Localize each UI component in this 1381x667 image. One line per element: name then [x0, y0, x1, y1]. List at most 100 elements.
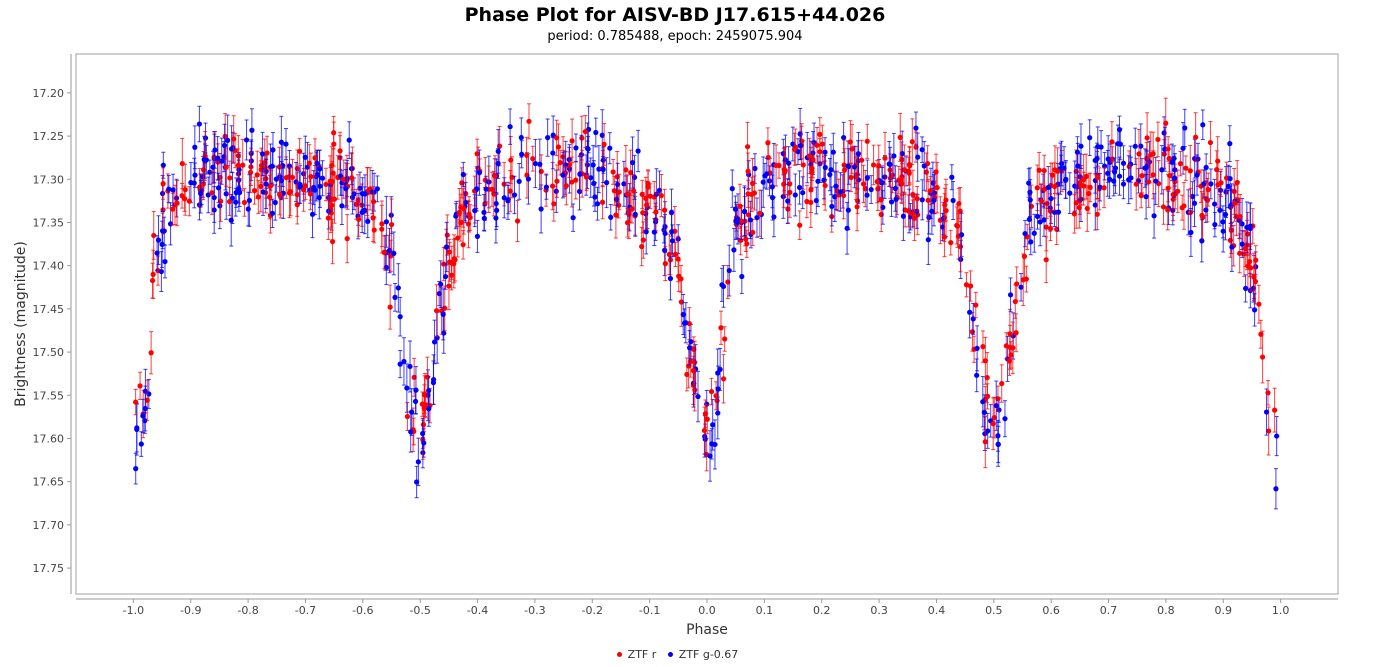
- y-tick-label: 17.75: [33, 562, 65, 575]
- ztf-g-point: [891, 132, 897, 180]
- ztf-g-point: [707, 430, 713, 482]
- ztf-g-point: [1098, 130, 1104, 164]
- ztf-r-point: [954, 206, 960, 245]
- ztf-g-point: [221, 123, 228, 168]
- ztf-r-point: [701, 406, 708, 455]
- ztf-g-point: [830, 132, 836, 172]
- ztf-g-point: [1151, 193, 1157, 239]
- ztf-g-point: [343, 169, 349, 209]
- ztf-g-point: [800, 176, 806, 210]
- ztf-r-point: [1165, 136, 1171, 162]
- ztf-r-point: [1248, 243, 1254, 292]
- ztf-r-point: [149, 262, 156, 299]
- y-axis-label: Brightness (magnitude): [13, 241, 29, 407]
- ztf-r-point: [909, 199, 916, 229]
- ztf-r-point: [297, 138, 303, 165]
- ztf-g-point: [404, 363, 410, 413]
- ztf-r-point: [684, 357, 690, 392]
- ztf-g-point: [754, 197, 760, 238]
- ztf-g-point: [538, 184, 544, 234]
- ztf-g-point: [1143, 149, 1149, 186]
- ztf-g-point: [280, 167, 286, 219]
- ztf-r-point: [967, 270, 974, 302]
- ztf-g-point: [585, 136, 591, 162]
- ztf-r-point: [928, 176, 934, 206]
- ztf-g-point: [413, 366, 419, 415]
- ztf-r-point: [356, 201, 362, 237]
- ztf-g-point: [474, 166, 480, 212]
- ztf-r-point: [623, 145, 629, 195]
- ztf-g-point: [600, 146, 606, 174]
- ztf-r-point: [948, 229, 954, 256]
- ztf-g-point: [887, 146, 893, 183]
- ztf-g-point: [764, 157, 770, 190]
- ztf-r-point: [943, 184, 949, 237]
- ztf-g-point: [695, 370, 701, 423]
- ztf-r-point: [708, 377, 715, 406]
- ztf-g-point: [888, 186, 895, 217]
- ztf-r-point: [878, 186, 884, 214]
- ztf-r-point: [757, 189, 763, 237]
- ztf-g-point: [243, 119, 250, 161]
- ztf-g-point: [154, 235, 160, 271]
- ztf-r-point: [819, 124, 825, 164]
- ztf-g-point: [1055, 192, 1062, 232]
- ztf-g-point: [430, 360, 437, 405]
- chart-subtitle: period: 0.785488, epoch: 2459075.904: [547, 29, 803, 44]
- ztf-g-point: [196, 105, 202, 143]
- ztf-r-point: [905, 194, 912, 228]
- ztf-r-point: [841, 148, 848, 192]
- ztf-r-point: [737, 183, 743, 229]
- legend: ZTF r ZTF g-0.67: [0, 648, 1355, 661]
- ztf-r-point: [1156, 160, 1162, 208]
- ztf-g-point: [215, 136, 221, 181]
- ztf-g-point: [1244, 201, 1250, 254]
- ztf-r-point: [174, 180, 180, 227]
- ztf-g-point: [507, 108, 513, 145]
- ztf-r-point: [1256, 284, 1262, 324]
- ztf-r-point: [956, 187, 962, 220]
- y-tick-label: 17.35: [33, 216, 65, 229]
- ztf-r-point: [1047, 215, 1054, 242]
- ztf-r-point: [446, 261, 452, 311]
- ztf-g-point: [166, 174, 172, 204]
- ztf-r-point: [1177, 150, 1184, 177]
- ztf-r-point: [1003, 332, 1009, 360]
- ztf-r-point: [804, 184, 810, 219]
- ztf-r-point: [160, 167, 166, 200]
- ztf-r-point: [841, 171, 847, 220]
- legend-marker-red-icon: [616, 651, 622, 657]
- ztf-g-point: [192, 125, 198, 170]
- ztf-r-point: [882, 131, 888, 185]
- x-tick-label: 0.6: [1042, 604, 1060, 617]
- ztf-r-point: [300, 168, 307, 212]
- ztf-g-point: [518, 117, 524, 158]
- ztf-r-point: [1163, 97, 1169, 149]
- ztf-g-point: [1067, 172, 1073, 214]
- y-tick-label: 17.45: [33, 303, 65, 316]
- x-tick-label: 0.9: [1215, 604, 1233, 617]
- ztf-r-point: [870, 144, 877, 186]
- ztf-r-point: [1109, 121, 1115, 163]
- ztf-g-point: [880, 190, 886, 225]
- ztf-g-point: [726, 244, 732, 297]
- ztf-g-point: [760, 156, 766, 208]
- ztf-g-point: [391, 231, 397, 276]
- ztf-g-point: [1159, 145, 1165, 195]
- ztf-r-point: [782, 146, 788, 196]
- ztf-r-point: [984, 383, 991, 410]
- ztf-g-point: [1172, 158, 1178, 198]
- ztf-r-point: [331, 115, 337, 150]
- ztf-g-point: [829, 186, 835, 227]
- ztf-r-point: [1193, 112, 1199, 163]
- ztf-r-point: [133, 388, 139, 416]
- ztf-g-point: [710, 398, 716, 451]
- ztf-r-point: [897, 112, 903, 162]
- ztf-g-point: [1239, 230, 1245, 259]
- ztf-g-point: [792, 173, 798, 217]
- x-axis-label: Phase: [686, 622, 728, 638]
- ztf-g-point: [590, 144, 596, 185]
- ztf-g-point: [851, 145, 858, 189]
- ztf-g-point: [397, 350, 403, 379]
- x-tick-label: -0.2: [582, 604, 603, 617]
